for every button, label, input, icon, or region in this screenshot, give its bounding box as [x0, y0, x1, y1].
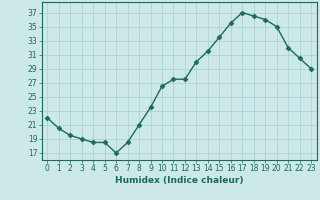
X-axis label: Humidex (Indice chaleur): Humidex (Indice chaleur) [115, 176, 244, 185]
